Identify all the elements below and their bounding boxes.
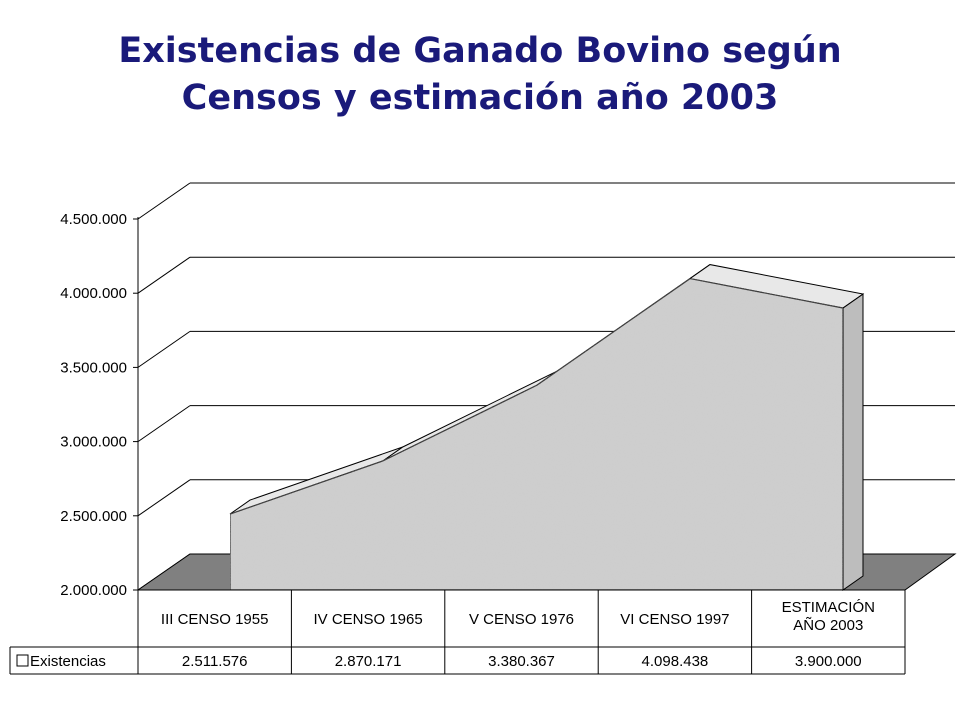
data-value-label: 2.870.171 <box>335 653 402 670</box>
legend-swatch <box>16 654 29 667</box>
chart-title: Existencias de Ganado Bovino según Censo… <box>0 28 960 122</box>
chart-title-line-1: Existencias de Ganado Bovino según <box>118 31 842 71</box>
legend-series-name: Existencias <box>30 653 106 670</box>
x-category-label: ESTIMACIÓN <box>782 599 875 616</box>
grid-diagonal <box>137 182 191 220</box>
x-category-label: III CENSO 1955 <box>161 611 269 628</box>
y-tick-label: 4.000.000 <box>60 285 127 302</box>
y-tick-label: 4.500.000 <box>60 211 127 228</box>
x-category-label: IV CENSO 1965 <box>313 611 422 628</box>
data-value-label: 3.900.000 <box>795 653 862 670</box>
y-tick-label: 3.000.000 <box>60 434 127 451</box>
area-side-face <box>842 293 864 591</box>
data-value-label: 4.098.438 <box>642 653 709 670</box>
y-tick-label: 2.000.000 <box>60 582 127 599</box>
grid-diagonal <box>137 256 191 294</box>
data-value-label: 3.380.367 <box>488 653 555 670</box>
data-value-label: 2.511.576 <box>182 653 248 670</box>
grid-diagonal <box>137 479 191 517</box>
y-tick-label: 3.500.000 <box>60 359 127 376</box>
y-tick-label: 2.500.000 <box>60 508 127 525</box>
x-category-label: AÑO 2003 <box>793 617 863 634</box>
area-series-existencias <box>229 277 844 591</box>
x-category-label: V CENSO 1976 <box>469 611 574 628</box>
grid-diagonal <box>137 405 191 443</box>
x-category-label: VI CENSO 1997 <box>620 611 729 628</box>
grid-diagonal <box>137 330 191 368</box>
chart-title-line-2: Censos y estimación año 2003 <box>181 78 779 118</box>
